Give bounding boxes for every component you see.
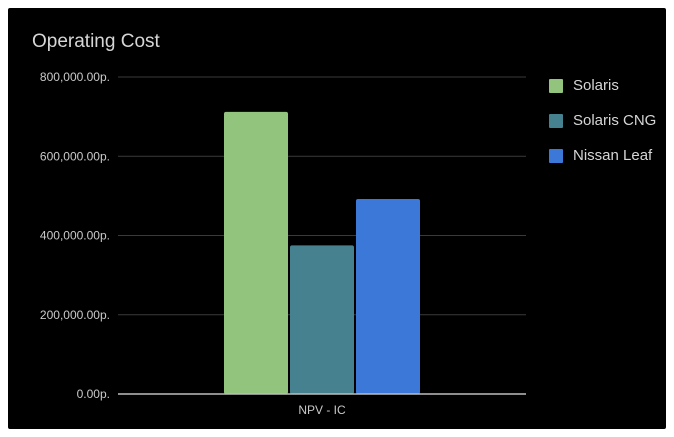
legend-swatch (549, 78, 563, 93)
legend-item-solaris[interactable]: Solaris (549, 68, 656, 103)
y-tick-label: 800,000.00р. (40, 70, 110, 84)
chart-title: Operating Cost (32, 31, 160, 52)
y-tick-label: 0.00р. (77, 387, 110, 401)
legend-label: Nissan Leaf (573, 147, 653, 164)
y-tick-label: 600,000.00р. (40, 149, 110, 163)
bar-solaris-cng[interactable] (290, 245, 354, 394)
legend-label: Solaris CNG (573, 112, 657, 129)
legend-item-nissan-leaf[interactable]: Nissan Leaf (549, 138, 656, 173)
legend-swatch (549, 113, 563, 128)
bar-nissan-leaf[interactable] (356, 199, 420, 394)
y-tick-label: 200,000.00р. (40, 308, 110, 322)
y-tick-label: 400,000.00р. (40, 229, 110, 243)
x-tick-label: NPV - IC (298, 403, 346, 417)
chart-container: Operating Cost 0.00р. 200,000.00р. 400,000… (8, 8, 666, 429)
legend: Solaris Solaris CNG Nissan Leaf (549, 68, 656, 173)
legend-item-solaris-cng[interactable]: Solaris CNG (549, 103, 656, 138)
legend-swatch (549, 148, 563, 163)
legend-label: Solaris (573, 77, 619, 94)
plot-area: 0.00р. 200,000.00р. 400,000.00р. 600,000.00… (40, 70, 526, 417)
bar-solaris[interactable] (224, 111, 288, 395)
